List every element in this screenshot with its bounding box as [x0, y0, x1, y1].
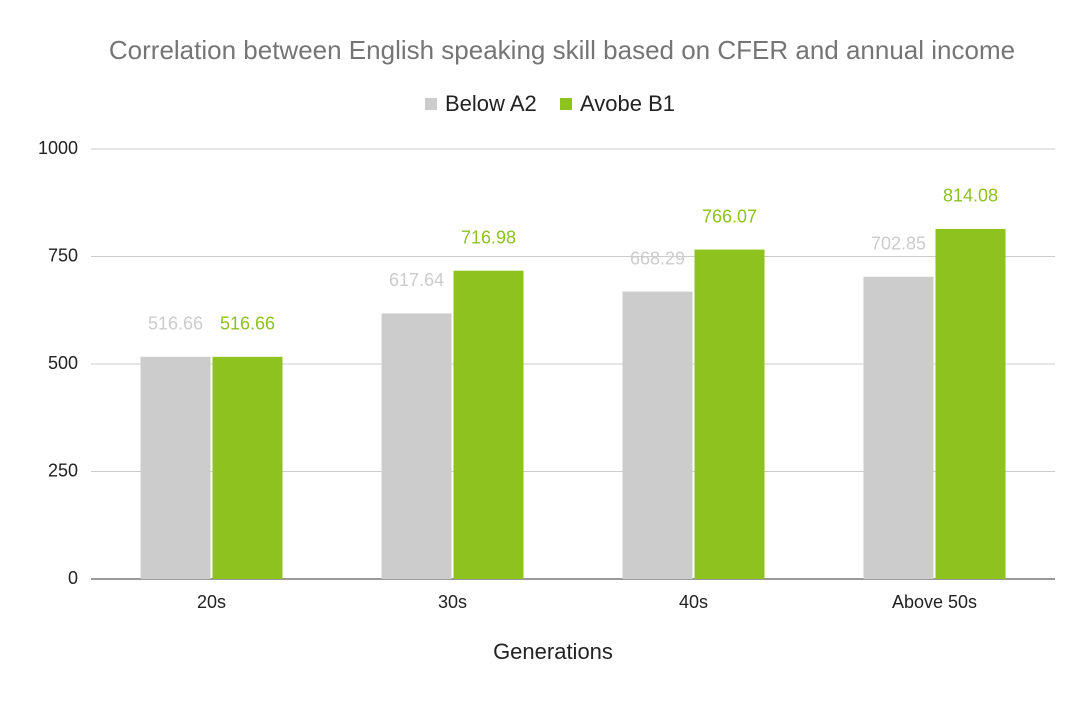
- y-tick-label: 0: [68, 568, 78, 588]
- x-tick-label: 30s: [438, 592, 467, 612]
- legend-label: Below A2: [445, 91, 537, 116]
- bar: [622, 291, 693, 579]
- bar: [863, 276, 934, 579]
- y-tick-label: 750: [48, 245, 78, 265]
- data-label: 668.29: [630, 248, 685, 268]
- bar: [694, 249, 765, 579]
- bar: [140, 356, 211, 579]
- data-label: 716.98: [461, 227, 516, 247]
- bar: [453, 270, 524, 579]
- chart-title: Correlation between English speaking ski…: [109, 35, 1015, 65]
- data-label: 766.07: [702, 206, 757, 226]
- legend-swatch: [560, 98, 572, 110]
- data-label: 617.64: [389, 270, 444, 290]
- x-tick-label: 20s: [197, 592, 226, 612]
- x-axis-title: Generations: [493, 639, 613, 664]
- legend-swatch: [425, 98, 437, 110]
- legend-label: Avobe B1: [580, 91, 675, 116]
- x-tick-label: Above 50s: [892, 592, 977, 612]
- y-tick-label: 250: [48, 460, 78, 480]
- x-tick-label: 40s: [679, 592, 708, 612]
- data-label: 516.66: [148, 314, 203, 334]
- bar: [935, 228, 1006, 579]
- data-label: 814.08: [943, 186, 998, 206]
- data-label: 702.85: [871, 234, 926, 254]
- data-label: 516.66: [220, 314, 275, 334]
- y-tick-label: 500: [48, 353, 78, 373]
- bar: [381, 313, 452, 579]
- bar: [212, 356, 283, 579]
- y-tick-label: 1000: [38, 138, 78, 158]
